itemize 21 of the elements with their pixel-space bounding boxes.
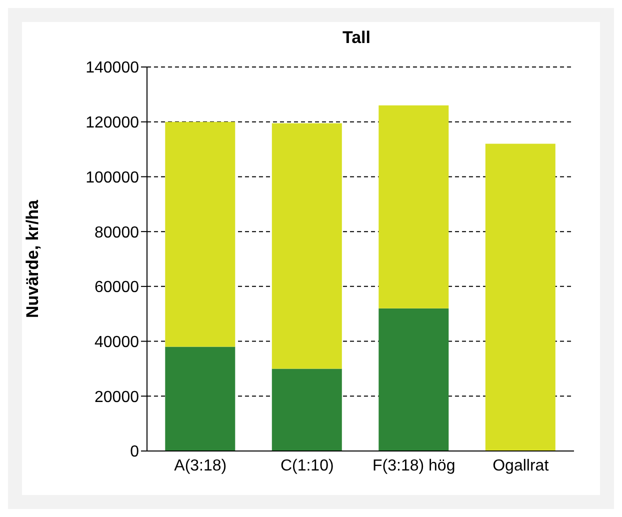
bar [378,105,449,308]
y-tick-label: 40000 [94,334,140,351]
bar [272,368,342,451]
bar [165,122,236,347]
bar [165,346,236,451]
y-tick-label: 0 [130,444,140,461]
x-tick-label: Ogallrat [492,457,550,474]
y-tick-label: 20000 [94,388,140,406]
x-tick-label: F(3:18) hög [372,457,456,474]
bar [378,308,449,451]
y-tick-label: 120000 [86,114,140,132]
chart-title: Tall [341,28,372,48]
y-tick-label: 80000 [94,224,140,242]
y-tick-label: 140000 [86,60,140,77]
y-axis-title: Nuvärde, kr/ha [23,199,42,318]
bar [272,123,342,369]
y-tick-label: 100000 [86,169,140,186]
bar [485,144,556,451]
x-tick-label: C(1:10) [280,457,334,474]
x-tick-label: A(3:18) [174,457,227,474]
y-tick-label: 60000 [94,279,140,296]
